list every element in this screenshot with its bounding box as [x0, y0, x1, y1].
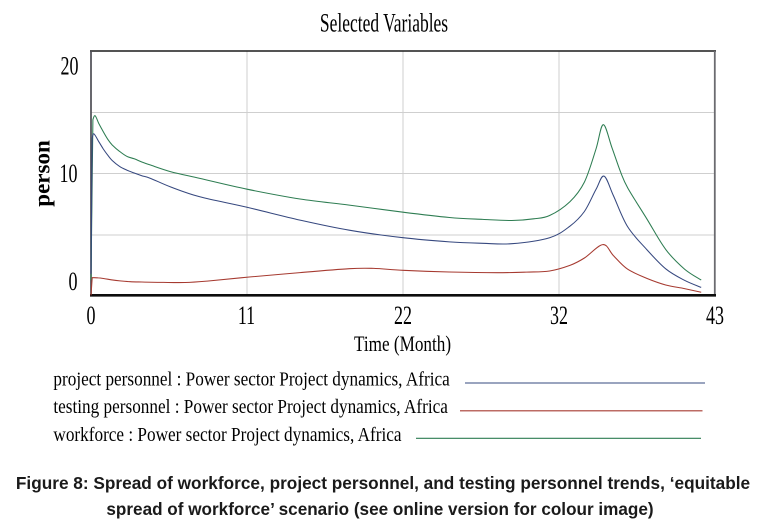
svg-text:project personnel : Power sect: project personnel : Power sector Project…	[53, 369, 449, 390]
svg-text:0: 0	[69, 267, 78, 296]
svg-text:0: 0	[87, 301, 96, 330]
svg-text:22: 22	[394, 301, 412, 330]
svg-text:spread of workforce’ scenario: spread of workforce’ scenario (see onlin…	[106, 498, 653, 518]
svg-text:32: 32	[550, 301, 568, 330]
svg-text:person: person	[30, 140, 55, 207]
svg-text:workforce : Power sector Proje: workforce : Power sector Project dynamic…	[53, 424, 401, 445]
svg-text:11: 11	[238, 301, 255, 330]
svg-text:Selected Variables: Selected Variables	[320, 8, 448, 37]
svg-text:testing personnel : Power sect: testing personnel : Power sector Project…	[53, 396, 447, 417]
svg-text:Time (Month): Time (Month)	[354, 332, 451, 357]
svg-text:10: 10	[60, 159, 78, 188]
svg-text:43: 43	[706, 301, 724, 330]
svg-text:Figure 8: Spread of workforce,: Figure 8: Spread of workforce, project p…	[16, 473, 750, 493]
svg-text:20: 20	[61, 51, 79, 80]
